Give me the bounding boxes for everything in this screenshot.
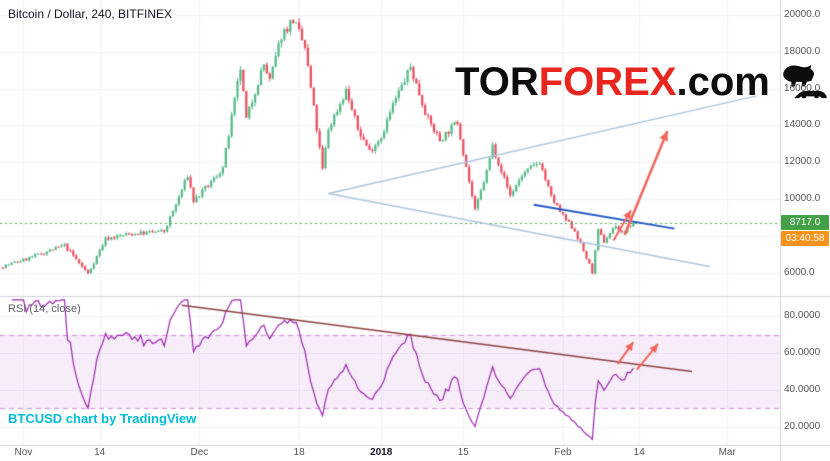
price-axis-label: 6000.0 <box>784 266 815 278</box>
price-axis[interactable]: 20000.0 18000.0 16000.0 14000.0 12000.0 10000… <box>780 0 830 461</box>
candle-countdown-badge: 03:40:58 <box>781 231 829 247</box>
time-axis-label: Dec <box>190 447 209 458</box>
rsi-axis-label: 60.0000 <box>784 347 821 359</box>
price-axis-label: 16000.0 <box>784 82 821 94</box>
time-axis[interactable]: Nov 14 Dec 18 2018 15 Feb 14 Mar <box>0 445 780 461</box>
price-axis-label: 10000.0 <box>784 193 821 205</box>
watermark: TOR FOREX .com <box>455 60 830 105</box>
tradingview-credit-link[interactable]: BTCUSD chart by TradingView <box>8 411 197 426</box>
price-axis-label: 14000.0 <box>784 119 821 131</box>
rsi-axis-label: 80.0000 <box>784 310 821 322</box>
watermark-forex: FOREX <box>538 60 677 104</box>
time-axis-label: Feb <box>554 447 572 458</box>
time-axis-label: 14 <box>633 447 645 458</box>
symbol-title[interactable]: Bitcoin / Dollar, 240, BITFINEX <box>8 7 173 21</box>
time-axis-label: 2018 <box>370 447 393 458</box>
bull-bear-logo-icon <box>783 64 827 98</box>
price-axis-label: 20000.0 <box>784 8 821 20</box>
price-axis-label: 12000.0 <box>784 156 821 168</box>
last-price-badge: 8717.0 <box>781 215 829 231</box>
time-axis-label: 15 <box>457 447 469 458</box>
rsi-axis-label: 40.0000 <box>784 383 821 395</box>
rsi-indicator-label: RSI (14, close) <box>8 303 81 315</box>
time-axis-label: Mar <box>718 447 736 458</box>
time-axis-label: Nov <box>14 447 33 458</box>
price-axis-label: 18000.0 <box>784 45 821 57</box>
watermark-dotcom: .com <box>676 60 770 104</box>
watermark-tor: TOR <box>455 60 539 104</box>
rsi-axis-label: 20.0000 <box>784 420 821 432</box>
time-axis-label: 18 <box>293 447 305 458</box>
time-axis-label: 14 <box>94 447 106 458</box>
